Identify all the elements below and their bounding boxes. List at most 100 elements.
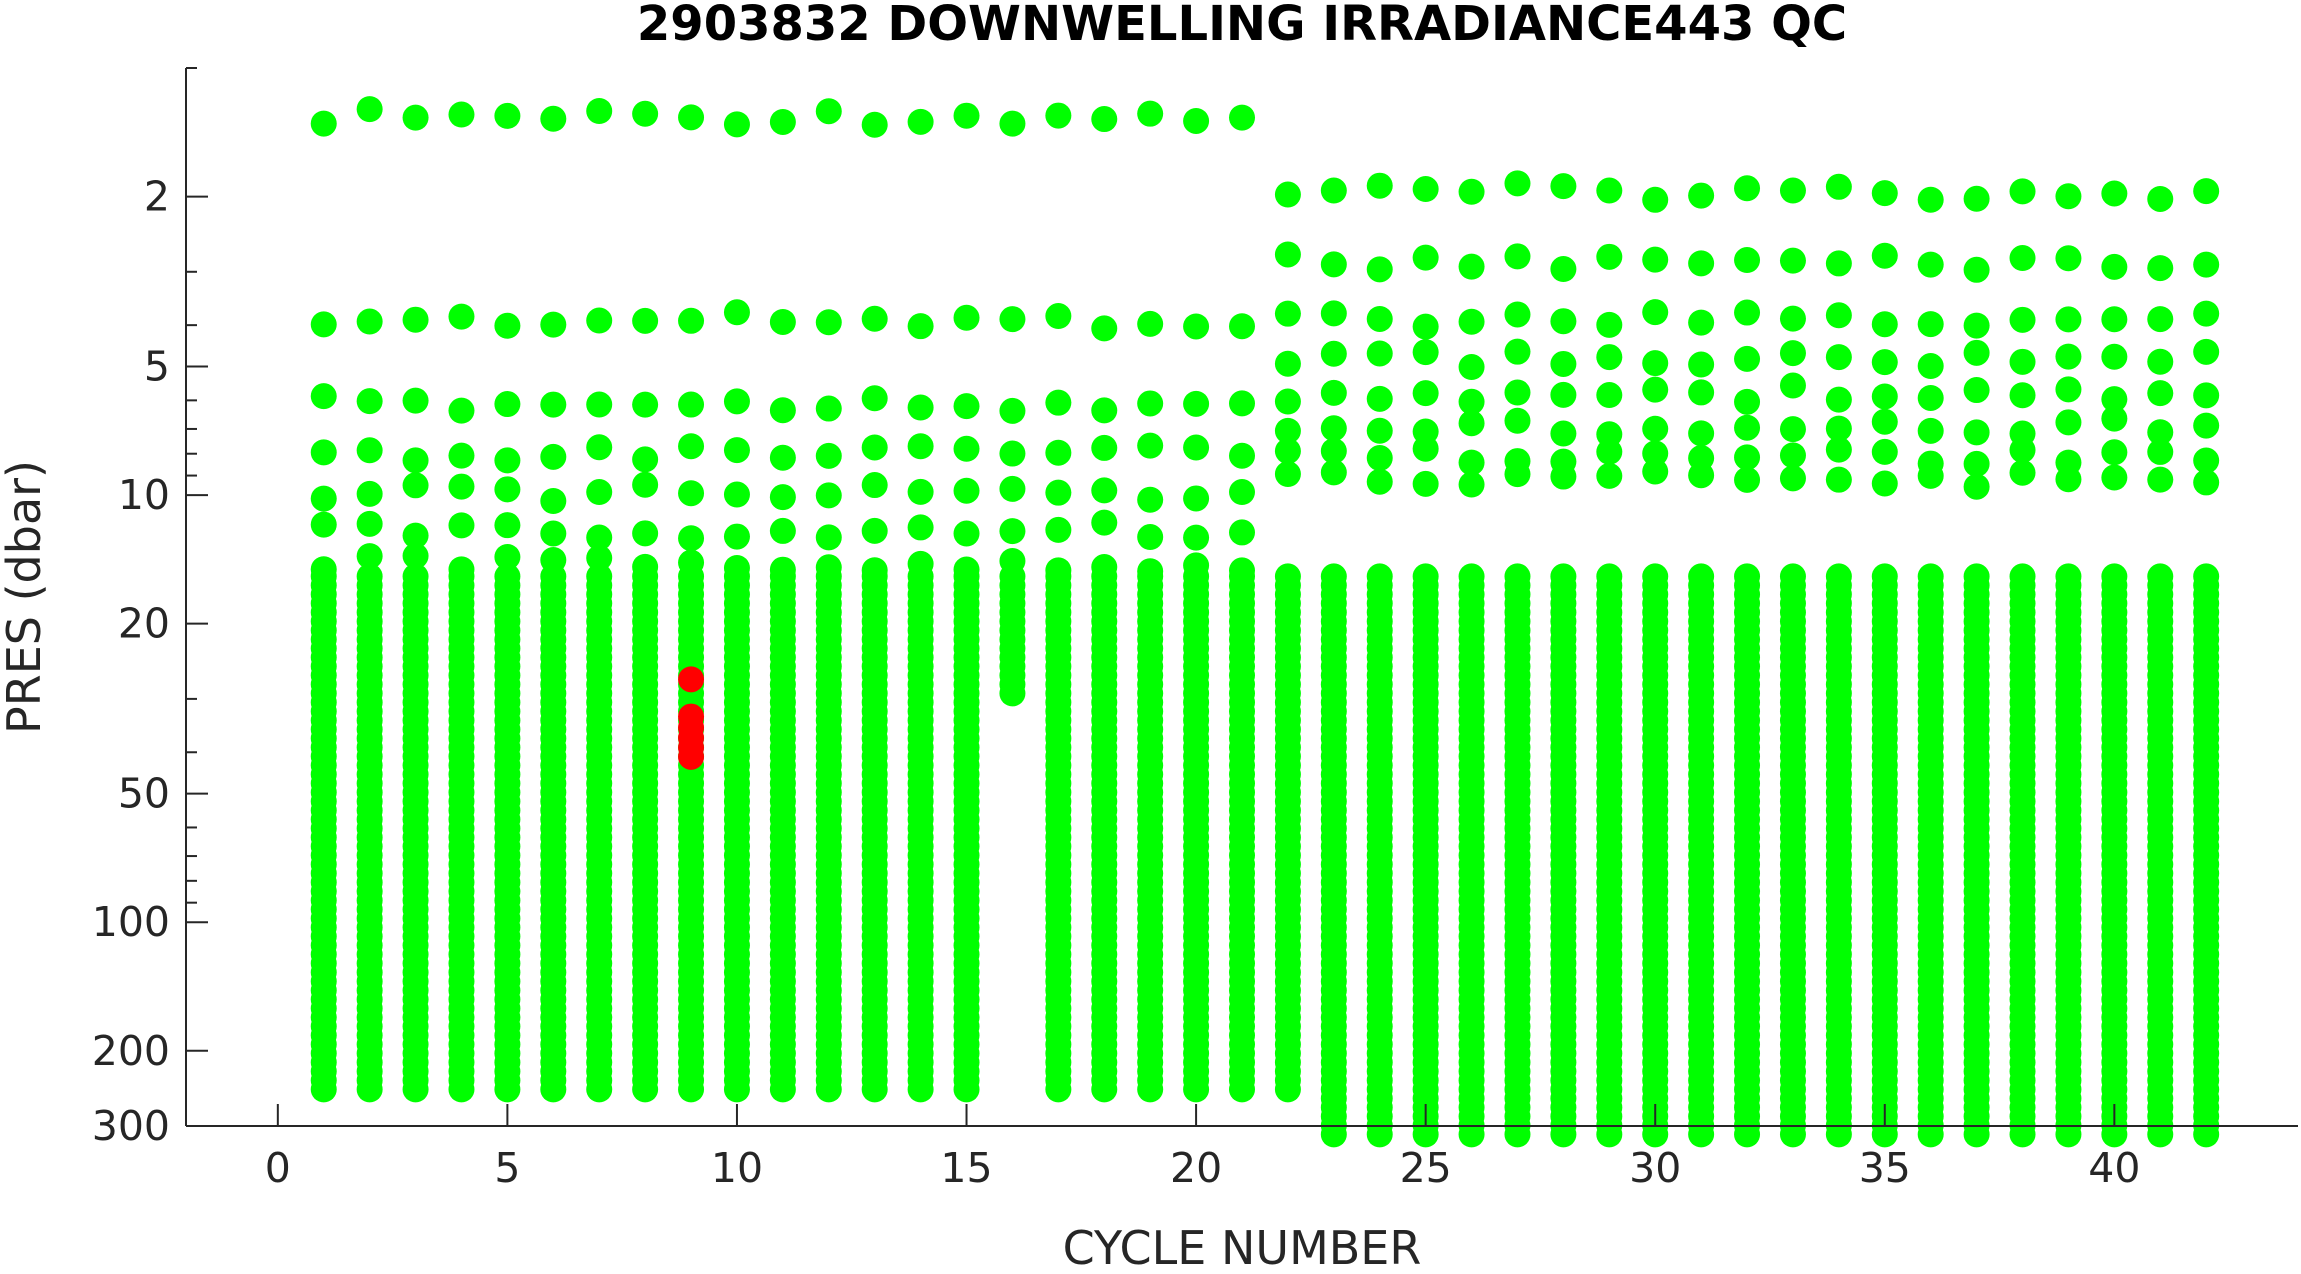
qc-point-good [586, 1076, 613, 1103]
qc-point-good [1137, 390, 1164, 417]
qc-point-good [402, 1076, 429, 1103]
qc-point-good [1642, 415, 1669, 442]
qc-point-good [2009, 178, 2036, 205]
qc-point-good [1734, 299, 1761, 326]
qc-point-good [1091, 434, 1118, 461]
qc-point-good [1091, 315, 1118, 342]
qc-point-good [540, 391, 567, 418]
qc-point-good [723, 523, 750, 550]
qc-point-good [1688, 462, 1715, 489]
qc-point-good [1825, 436, 1852, 463]
qc-point-good [1366, 417, 1393, 444]
qc-point-good [1091, 1076, 1118, 1103]
qc-point-good [2055, 409, 2082, 436]
qc-point-good [402, 104, 429, 131]
qc-point-good [1963, 1121, 1990, 1148]
qc-point-good [494, 102, 521, 129]
qc-point-good [1596, 382, 1623, 409]
qc-point-good [540, 520, 567, 547]
qc-point-good [540, 443, 567, 470]
qc-point-good [1458, 388, 1485, 415]
qc-point-flagged [678, 743, 705, 770]
qc-point-good [953, 304, 980, 331]
qc-point-good [448, 303, 475, 330]
qc-point-good [723, 299, 750, 326]
qc-point-good [999, 397, 1026, 424]
qc-point-good [402, 472, 429, 499]
qc-point-good [2101, 306, 2128, 333]
qc-point-good [1596, 1121, 1623, 1148]
qc-point-good [861, 385, 888, 412]
qc-point-good [1412, 244, 1439, 271]
qc-point-good [1550, 173, 1577, 200]
qc-point-good [310, 311, 337, 338]
qc-point-good [1550, 256, 1577, 283]
qc-point-good [1917, 462, 1944, 489]
qc-point-good [723, 481, 750, 508]
qc-point-good [2101, 253, 2128, 280]
y-tick-label: 200 [92, 1027, 170, 1075]
qc-point-good [2193, 338, 2220, 365]
x-tick-label: 10 [711, 1144, 763, 1192]
qc-point-good [2193, 447, 2220, 474]
qc-point-good [1137, 1076, 1164, 1103]
qc-point-good [1871, 311, 1898, 338]
qc-point-good [953, 393, 980, 420]
qc-point-good [1458, 1121, 1485, 1148]
qc-point-good [999, 440, 1026, 467]
qc-point-good [2009, 306, 2036, 333]
qc-point-good [1825, 344, 1852, 371]
qc-point-good [907, 394, 934, 421]
qc-point-good [1183, 313, 1210, 340]
qc-point-good [1274, 241, 1301, 268]
qc-point-good [815, 98, 842, 125]
qc-point-good [1734, 1121, 1761, 1148]
qc-point-good [1917, 311, 1944, 338]
qc-point-good [2193, 178, 2220, 205]
qc-point-good [1045, 516, 1072, 543]
qc-point-good [2055, 183, 2082, 210]
qc-point-good [1917, 1121, 1944, 1148]
qc-point-good [1596, 462, 1623, 489]
qc-point-good [402, 447, 429, 474]
qc-point-good [1274, 300, 1301, 327]
qc-point-good [1412, 1121, 1439, 1148]
qc-point-good [2193, 382, 2220, 409]
qc-point-good [1917, 353, 1944, 380]
qc-point-good [1091, 106, 1118, 133]
qc-point-good [1504, 1121, 1531, 1148]
qc-point-good [1550, 420, 1577, 447]
qc-point-good [769, 397, 796, 424]
qc-point-good [1504, 243, 1531, 270]
qc-point-good [1504, 170, 1531, 197]
qc-point-good [586, 391, 613, 418]
qc-point-good [1963, 473, 1990, 500]
qc-point-good [2009, 1121, 2036, 1148]
qc-point-good [815, 524, 842, 551]
qc-point-good [1779, 247, 1806, 274]
qc-point-good [769, 484, 796, 511]
qc-point-good [1274, 388, 1301, 415]
qc-point-good [815, 395, 842, 422]
qc-point-good [1825, 415, 1852, 442]
qc-point-good [1734, 388, 1761, 415]
qc-point-good [1688, 1121, 1715, 1148]
qc-point-good [1825, 386, 1852, 413]
qc-point-good [1045, 1076, 1072, 1103]
qc-point-good [1366, 445, 1393, 472]
qc-point-good [678, 391, 705, 418]
qc-point-good [1871, 408, 1898, 435]
qc-point-good [356, 480, 383, 507]
qc-point-good [356, 96, 383, 123]
qc-point-good [907, 514, 934, 541]
x-tick-label: 15 [940, 1144, 992, 1192]
qc-point-good [540, 311, 567, 338]
qc-point-good [861, 1076, 888, 1103]
qc-point-good [1320, 415, 1347, 442]
qc-point-good [2055, 245, 2082, 272]
qc-point-good [1963, 185, 1990, 212]
y-ticks: 2 5 10 20 50 100 200 300 [92, 67, 208, 1150]
qc-point-good [586, 524, 613, 551]
